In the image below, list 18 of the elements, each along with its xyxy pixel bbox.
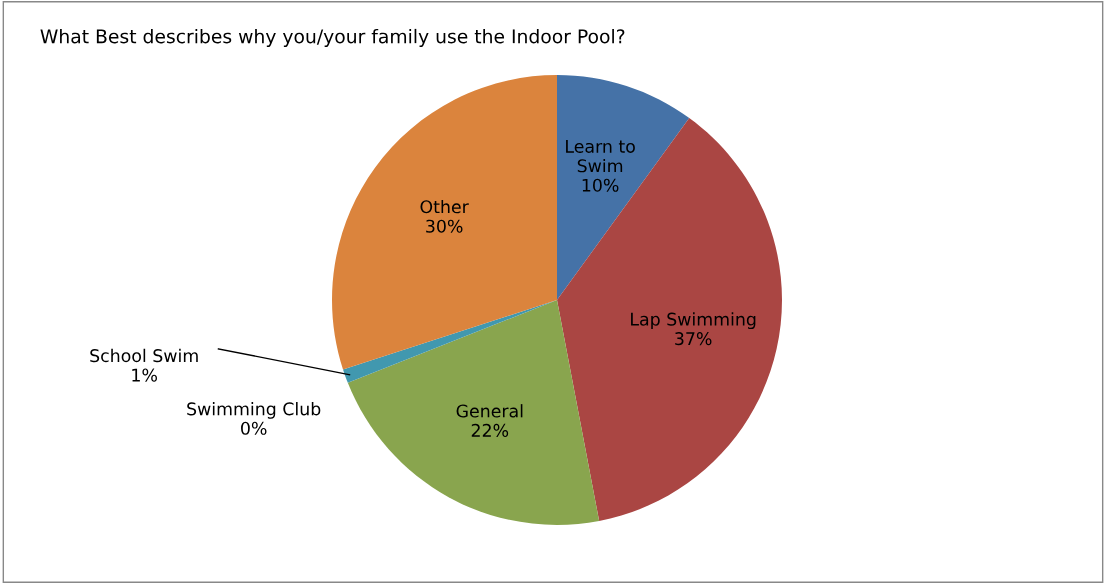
pie-slice bbox=[347, 300, 600, 525]
slice-label: Learn to Swim bbox=[566, 140, 635, 173]
data-label: 37% bbox=[675, 332, 712, 346]
data-label: 1% bbox=[132, 368, 157, 382]
slice-label: School Swim bbox=[90, 348, 198, 363]
text: 0% bbox=[241, 421, 267, 435]
pie-slice bbox=[557, 75, 690, 300]
slice-label: Lap Swimming bbox=[631, 312, 756, 330]
chart-title: What Best describes why you/your family use the Indoor Pool? bbox=[40, 28, 625, 48]
pie-slice bbox=[557, 117, 782, 522]
category-label: Swimming Club bbox=[187, 401, 321, 419]
slice-label: Other bbox=[420, 199, 469, 214]
data-label: 22% bbox=[471, 423, 509, 437]
data-label: 10% bbox=[582, 178, 619, 192]
data-label: 30% bbox=[426, 219, 463, 233]
pie-slice bbox=[343, 300, 557, 383]
slice-label: General bbox=[456, 404, 523, 418]
pie-slice bbox=[332, 75, 557, 370]
